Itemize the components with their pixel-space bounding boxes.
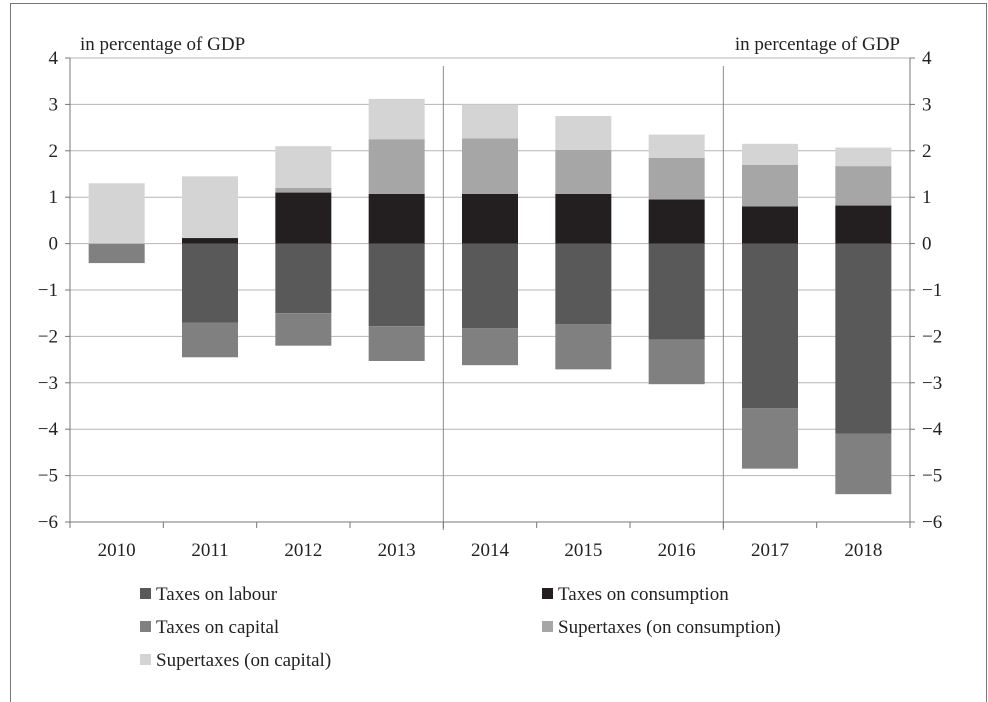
bar-segment <box>182 176 238 239</box>
bar-segment <box>555 324 612 370</box>
bar-segment <box>742 206 798 244</box>
bar-segment <box>462 193 518 244</box>
bar-segment <box>835 166 892 206</box>
x-tick-label: 2010 <box>98 540 136 561</box>
y-tick-label-right: −3 <box>922 373 942 394</box>
y-axis-right-ticks: 4 3 2 1 0 −1 −2 −3 −4 −5 −6 <box>910 48 943 533</box>
bar-segment <box>742 164 798 207</box>
bar-segment <box>462 138 518 194</box>
y-axis-left-ticks: 4 3 2 1 0 −1 −2 −3 −4 −5 −6 <box>38 48 70 533</box>
x-tick-label: 2013 <box>378 540 416 561</box>
x-axis-ticks: 2010 2011 2012 2013 2014 2015 2016 2017 2018 <box>69 522 911 561</box>
bar-segment <box>462 328 518 366</box>
bar-segment <box>555 149 612 194</box>
bar-segment <box>648 243 705 340</box>
y-tick-label-right: 1 <box>922 187 932 208</box>
y-tick-label-left: −4 <box>38 419 59 440</box>
bar-segment <box>88 183 145 244</box>
y-axis-label-right: in percentage of GDP <box>735 34 900 55</box>
x-tick-label: 2014 <box>471 540 510 561</box>
y-tick-label-right: −4 <box>922 419 943 440</box>
bar-segment <box>275 146 332 188</box>
x-tick-label: 2015 <box>564 540 602 561</box>
bar-segment <box>182 322 238 358</box>
legend-label: Supertaxes (on capital) <box>156 650 331 671</box>
x-tick-label: 2017 <box>751 540 789 561</box>
y-tick-label-right: 2 <box>922 141 932 162</box>
bar-segment <box>462 243 518 329</box>
bar-segment <box>368 243 425 327</box>
legend: Taxes on labour Taxes on consumption Taxes… <box>140 584 781 671</box>
legend-label: Taxes on capital <box>156 617 279 638</box>
bar-segment <box>555 243 612 325</box>
bar-segment <box>275 243 332 314</box>
bar-segment <box>648 199 705 244</box>
bars <box>88 98 892 495</box>
y-tick-label-right: −5 <box>922 466 942 487</box>
x-tick-label: 2018 <box>844 540 882 561</box>
legend-swatch <box>542 621 553 632</box>
legend-label: Taxes on consumption <box>558 584 729 605</box>
bar-segment <box>88 243 145 264</box>
legend-swatch <box>140 621 151 632</box>
y-tick-label-left: 0 <box>49 234 59 255</box>
y-axis-label-left: in percentage of GDP <box>80 34 245 55</box>
y-tick-label-left: −3 <box>38 373 58 394</box>
bar-segment <box>742 408 798 469</box>
bar-segment <box>368 139 425 194</box>
y-tick-label-right: −6 <box>922 512 942 533</box>
y-tick-label-right: 3 <box>922 94 932 115</box>
legend-swatch <box>140 654 151 665</box>
bar-segment <box>835 243 892 434</box>
x-tick-label: 2016 <box>658 540 696 561</box>
y-tick-label-left: 1 <box>49 187 59 208</box>
bar-segment <box>182 243 238 323</box>
y-tick-label-left: 4 <box>49 48 59 69</box>
bar-segment <box>742 243 798 409</box>
bar-segment <box>555 116 612 150</box>
bar-segment <box>555 193 612 244</box>
legend-swatch <box>542 588 553 599</box>
bar-segment <box>648 339 705 385</box>
legend-swatch <box>140 588 151 599</box>
bar-segment <box>368 326 425 361</box>
y-tick-label-left: −6 <box>38 512 58 533</box>
y-tick-label-right: −1 <box>922 280 942 301</box>
bar-segment <box>742 143 798 165</box>
y-tick-label-left: −1 <box>38 280 58 301</box>
bar-segment <box>648 157 705 200</box>
x-tick-label: 2011 <box>191 540 228 561</box>
legend-label: Supertaxes (on consumption) <box>558 617 781 638</box>
bar-segment <box>275 313 332 346</box>
bar-segment <box>275 192 332 244</box>
y-tick-label-left: −2 <box>38 326 58 347</box>
bar-segment <box>835 147 892 167</box>
bar-segment <box>368 98 425 140</box>
y-tick-label-right: 4 <box>922 48 932 69</box>
period-dividers <box>442 66 724 530</box>
y-tick-label-right: 0 <box>922 234 932 255</box>
bar-segment <box>368 193 425 244</box>
y-tick-label-left: −5 <box>38 466 58 487</box>
bar-segment <box>835 433 892 495</box>
x-tick-label: 2012 <box>284 540 322 561</box>
legend-label: Taxes on labour <box>156 584 278 605</box>
bar-segment <box>462 104 518 139</box>
y-tick-label-right: −2 <box>922 326 942 347</box>
bar-segment <box>182 238 238 244</box>
bar-segment <box>275 187 332 193</box>
y-tick-label-left: 2 <box>49 141 59 162</box>
chart-frame <box>10 3 987 702</box>
bar-segment <box>648 134 705 158</box>
bar-segment <box>835 205 892 244</box>
y-tick-label-left: 3 <box>49 94 59 115</box>
